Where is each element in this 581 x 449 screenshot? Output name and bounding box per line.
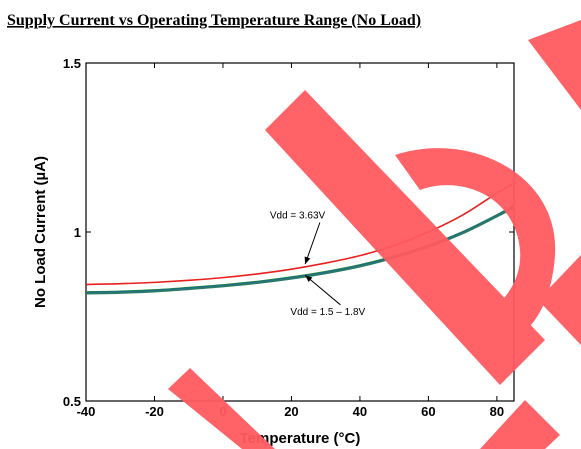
annotation-arrow (304, 274, 341, 306)
x-tick-label: -20 (145, 404, 164, 419)
watermark-edge-lower (538, 255, 581, 345)
watermark-curve (395, 148, 556, 335)
annotation-arrowhead (304, 256, 311, 265)
annotation-arrowhead (305, 275, 313, 283)
x-axis-label: Temperature (°C) (240, 430, 361, 447)
y-axis-label: No Load Current (µA) (32, 156, 49, 308)
chart-title: Supply Current vs Operating Temperature … (7, 12, 421, 29)
watermark-edge (528, 20, 581, 110)
axis-ticks (85, 62, 514, 402)
annotation-arrow (304, 222, 321, 265)
y-tick-label: 1.5 (63, 56, 81, 71)
annotations: Vdd = 3.63V Vdd = 1.5 – 1.8V (270, 210, 366, 317)
x-tick-label: -40 (77, 404, 96, 419)
watermark-overlay (168, 20, 581, 449)
series-layer (85, 182, 515, 295)
series-line-3 (85, 206, 515, 295)
y-tick-label: 1 (74, 225, 81, 240)
y-tick-label: 0.5 (63, 394, 81, 409)
annotation-label: Vdd = 1.5 – 1.8V (290, 307, 365, 318)
x-tick-label: 20 (284, 404, 298, 419)
watermark-diagonal-left (168, 368, 275, 449)
x-tick-label: 80 (490, 404, 504, 419)
series-line-0 (85, 182, 515, 286)
x-tick-labels: -40-20020406080 (77, 404, 505, 419)
y-tick-labels: 0.5 1 1.5 (63, 56, 81, 409)
watermark-bottom (480, 400, 560, 449)
x-tick-label: 60 (421, 404, 435, 419)
x-tick-label: 40 (353, 404, 367, 419)
annotation-label: Vdd = 3.63V (270, 210, 326, 221)
watermark-diagonal-right (265, 90, 545, 385)
